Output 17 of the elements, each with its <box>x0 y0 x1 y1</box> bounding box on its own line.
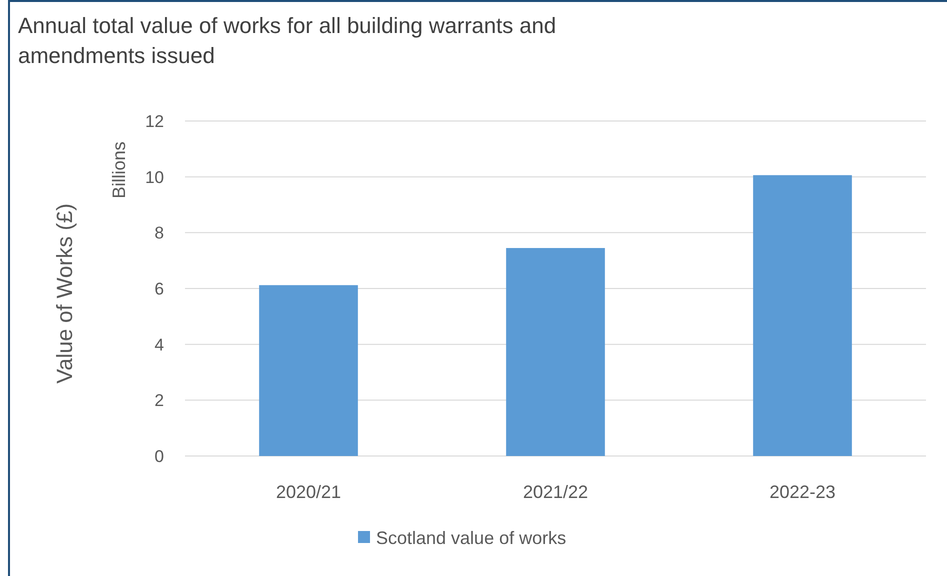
bar <box>506 248 605 456</box>
y-tick-label: 12 <box>145 112 164 131</box>
bar <box>753 175 852 456</box>
y-tick-label: 4 <box>154 335 164 354</box>
x-tick-label: 2022-23 <box>769 482 836 502</box>
text: Billions <box>109 141 129 199</box>
x-tick-label: 2021/22 <box>522 482 588 502</box>
legend-label: Scotland value of works <box>376 528 566 548</box>
bar <box>259 285 358 456</box>
y-tick-label: 0 <box>154 446 164 466</box>
y-tick-label: 8 <box>154 224 164 243</box>
x-tick-label: 2020/21 <box>276 482 342 502</box>
y-tick-label: 2 <box>154 391 164 410</box>
y-tick-label: 10 <box>145 168 164 187</box>
y-tick-label: 6 <box>154 279 164 298</box>
y-axis-title: Value of Works (£) <box>52 203 77 384</box>
chart-title: Annual total value of works for all building warrants and amendments issued <box>18 13 556 68</box>
